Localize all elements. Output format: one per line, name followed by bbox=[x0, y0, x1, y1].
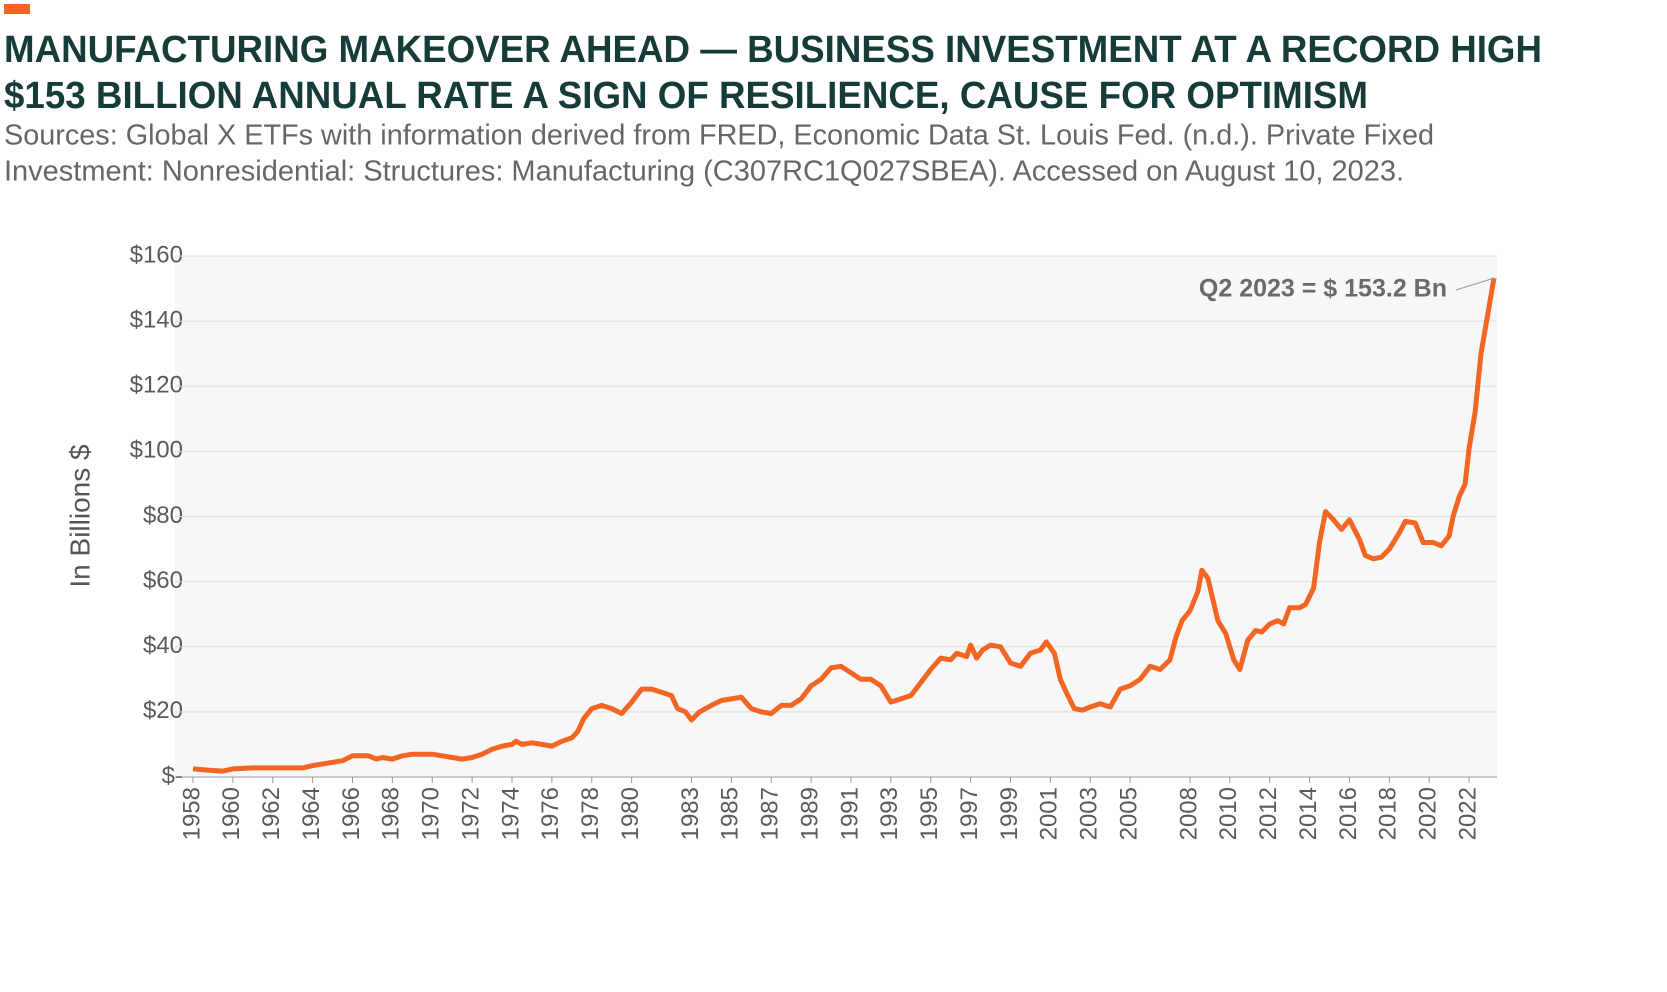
y-tick-label: $100 bbox=[130, 437, 183, 464]
y-tick-label: $40 bbox=[143, 632, 183, 659]
x-tick-label: 2003 bbox=[1076, 787, 1103, 840]
x-tick-label: 1995 bbox=[916, 787, 943, 840]
y-tick-label: $- bbox=[162, 762, 183, 789]
x-tick-label: 1987 bbox=[757, 787, 784, 840]
y-tick-label: $60 bbox=[143, 567, 183, 594]
brand-mark bbox=[4, 4, 30, 14]
y-tick-label: $140 bbox=[130, 306, 183, 333]
x-tick-label: 2008 bbox=[1175, 787, 1202, 840]
x-tick-label: 1960 bbox=[218, 787, 245, 840]
x-tick-label: 1983 bbox=[677, 787, 704, 840]
x-tick-label: 1962 bbox=[258, 787, 285, 840]
x-tick-label: 1972 bbox=[457, 787, 484, 840]
x-tick-label: 1964 bbox=[298, 787, 325, 840]
x-tick-label: 1999 bbox=[996, 787, 1023, 840]
y-tick-label: $20 bbox=[143, 697, 183, 724]
x-tick-label: 1991 bbox=[836, 787, 863, 840]
x-tick-label: 1974 bbox=[497, 787, 524, 840]
x-tick-label: 1978 bbox=[577, 787, 604, 840]
annotation: Q2 2023 = $ 153.2 Bn bbox=[1199, 275, 1447, 303]
x-tick-label: 2005 bbox=[1115, 787, 1142, 840]
source-note: Sources: Global X ETFs with information … bbox=[4, 120, 1434, 152]
y-tick-label: $160 bbox=[130, 241, 183, 268]
data-line bbox=[192, 277, 1497, 774]
x-tick-label: 1980 bbox=[617, 787, 644, 840]
y-tick-label: $120 bbox=[130, 372, 183, 399]
x-tick-label: 1966 bbox=[338, 787, 365, 840]
x-tick-label: 2014 bbox=[1295, 787, 1322, 840]
x-tick-label: 1968 bbox=[378, 787, 405, 840]
x-tick-label: 1976 bbox=[537, 787, 564, 840]
x-tick-label: 2022 bbox=[1454, 787, 1481, 840]
x-tick-label: 2001 bbox=[1036, 787, 1063, 840]
x-tick-label: 1993 bbox=[876, 787, 903, 840]
x-tick-label: 2012 bbox=[1255, 787, 1282, 840]
annotation-leader bbox=[1455, 277, 1495, 291]
y-tick-label: $80 bbox=[143, 502, 183, 529]
chart-title: MANUFACTURING MAKEOVER AHEAD — BUSINESS … bbox=[4, 29, 1542, 71]
x-tick-label: 1997 bbox=[956, 787, 983, 840]
x-tick-label: 1985 bbox=[717, 787, 744, 840]
x-tick-label: 1958 bbox=[178, 787, 205, 840]
x-tick-label: 2010 bbox=[1215, 787, 1242, 840]
y-axis-label: In Billions $ bbox=[64, 444, 95, 588]
x-tick-label: 1970 bbox=[418, 787, 445, 840]
source-note: Investment: Nonresidential: Structures: … bbox=[4, 156, 1404, 188]
x-tick-label: 2020 bbox=[1415, 787, 1442, 840]
chart-subtitle: $153 BILLION ANNUAL RATE A SIGN OF RESIL… bbox=[4, 75, 1368, 117]
x-tick-label: 1989 bbox=[796, 787, 823, 840]
x-tick-label: 2018 bbox=[1375, 787, 1402, 840]
x-tick-label: 2016 bbox=[1335, 787, 1362, 840]
